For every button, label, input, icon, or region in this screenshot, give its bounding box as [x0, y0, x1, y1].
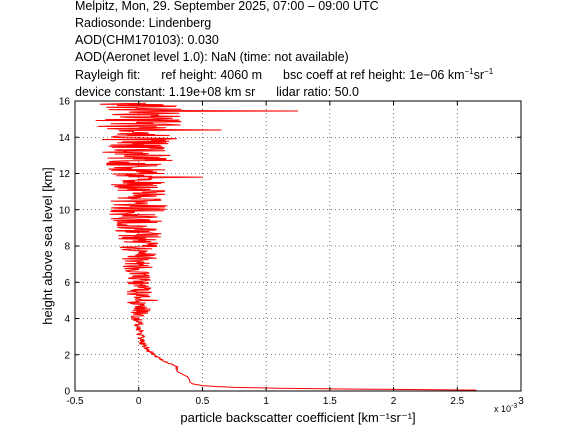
aod-line: AOD(CHM170103): 0.030 [75, 33, 219, 47]
y-tick-label: 12 [59, 169, 71, 180]
x-tick-label: 2 [391, 396, 397, 407]
y-tick-label: 0 [64, 387, 70, 398]
y-tick-label: 4 [64, 314, 70, 325]
x-tick-label: 1.5 [323, 396, 337, 407]
x-tick-label: 0 [136, 396, 142, 407]
x-tick-label: -0.5 [66, 396, 84, 407]
bsc-ref: bsc coeff at ref height: 1e−06 km−1sr−1 [283, 67, 494, 83]
y-tick-label: 6 [64, 278, 70, 289]
y-tick-label: 2 [64, 350, 70, 361]
x-tick-label: 0.5 [195, 396, 209, 407]
device-line: device constant: 1.19e+08 km sr lidar ra… [75, 84, 359, 100]
rayleigh-line: Rayleigh fit: ref height: 4060 m bsc coe… [75, 67, 493, 83]
y-tick-label: 10 [59, 205, 71, 216]
profile-series [95, 102, 477, 391]
y-tick-label: 16 [59, 97, 71, 108]
rayleigh-label: Rayleigh fit: [75, 68, 141, 82]
x-tick-label: 2.5 [450, 396, 464, 407]
lidar-ratio: lidar ratio: 50.0 [276, 85, 359, 99]
device-constant: device constant: 1.19e+08 km sr [75, 85, 256, 99]
profile-line [95, 102, 477, 391]
y-tick-label: 14 [59, 133, 71, 144]
x-multiplier: x 10-3 [494, 403, 517, 414]
y-tick-label: 8 [64, 242, 70, 253]
ref-height: ref height: 4060 m [161, 68, 263, 82]
title-line: Melpitz, Mon, 29. September 2025, 07:00 … [75, 0, 379, 13]
x-axis-label: particle backscatter coefficient [km⁻¹sr… [180, 410, 415, 425]
x-tick-label: 1 [263, 396, 269, 407]
aeronet-line: AOD(Aeronet level 1.0): NaN (time: not a… [75, 50, 349, 64]
radiosonde-line: Radiosonde: Lindenberg [75, 16, 212, 30]
y-axis-label: height above sea level [km] [40, 167, 55, 325]
x-tick-label: 3 [518, 396, 524, 407]
